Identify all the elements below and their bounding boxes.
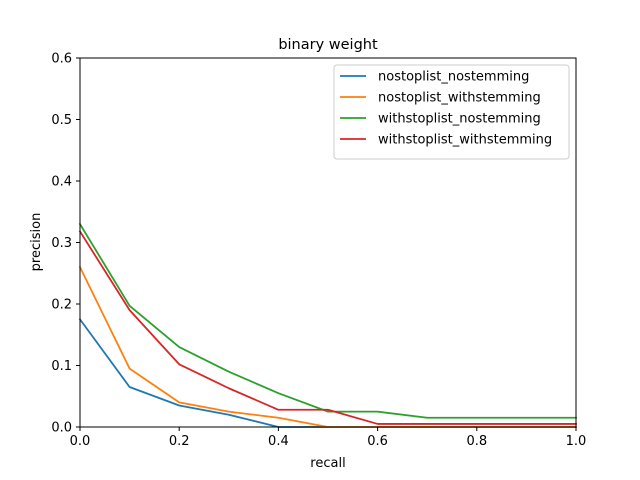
y-tick-label: 0.0 bbox=[51, 421, 72, 436]
y-tick-label: 0.5 bbox=[51, 113, 72, 128]
plot-area: 0.0 0.2 0.4 0.6 0.8 1.0 0.0 0.1 0.2 0.3 0.4 0.5 0.6 bbox=[51, 52, 586, 450]
y-tick-label: 0.2 bbox=[51, 298, 72, 313]
legend-label: nostoplist_withstemming bbox=[378, 91, 541, 106]
y-tick-label: 0.3 bbox=[51, 236, 72, 251]
series-line-3 bbox=[78, 230, 577, 425]
x-tick-label: 0.6 bbox=[367, 434, 388, 449]
x-tick-label: 1.0 bbox=[566, 434, 587, 449]
x-tick-label: 0.8 bbox=[466, 434, 487, 449]
x-tick-label: 0.0 bbox=[70, 434, 91, 449]
legend-label: nostoplist_nostemming bbox=[378, 70, 529, 85]
legend-box bbox=[333, 64, 570, 160]
y-tick-label: 0.6 bbox=[51, 52, 72, 67]
legend-label: withstoplist_nostemming bbox=[378, 112, 541, 127]
x-axis-label: recall bbox=[310, 456, 345, 471]
y-tick-label: 0.4 bbox=[51, 175, 72, 190]
y-axis-label: precision bbox=[29, 213, 44, 272]
chart-title: binary weight bbox=[278, 37, 378, 53]
legend: nostoplist_nostemming nostoplist_withstem… bbox=[333, 64, 570, 160]
x-tick-label: 0.2 bbox=[169, 434, 190, 449]
legend-label: withstoplist_withstemming bbox=[378, 133, 552, 148]
y-tick-label: 0.1 bbox=[51, 359, 72, 374]
x-tick-label: 0.4 bbox=[268, 434, 289, 449]
series-line-2 bbox=[78, 222, 577, 419]
